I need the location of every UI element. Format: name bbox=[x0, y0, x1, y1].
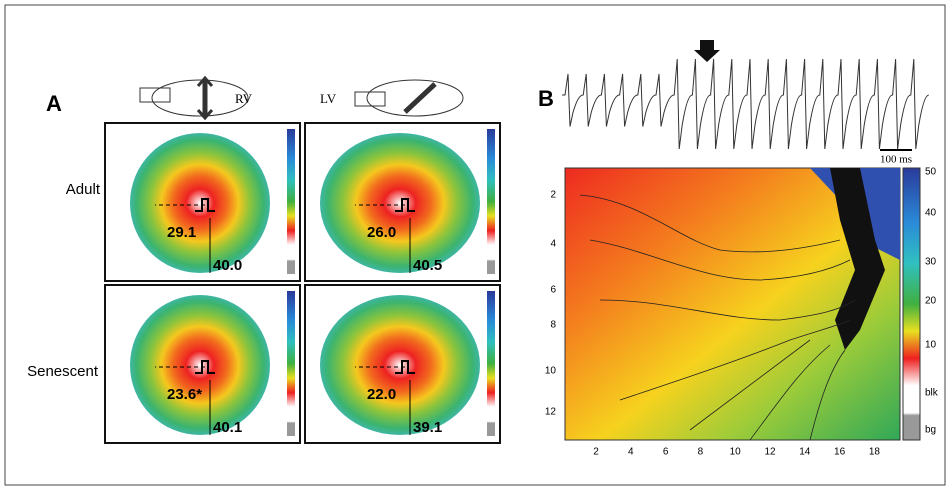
arrow bbox=[694, 40, 720, 62]
row-label: Adult bbox=[66, 181, 101, 198]
row-label: Senescent bbox=[27, 363, 99, 380]
x-tick-label: 10 bbox=[730, 447, 742, 458]
colorbar-label: bg bbox=[925, 425, 936, 436]
colorbar bbox=[487, 129, 495, 274]
activation-map bbox=[320, 133, 480, 273]
activation-map bbox=[130, 295, 270, 435]
heart-icon bbox=[139, 75, 464, 121]
value-label: 40.0 bbox=[213, 257, 242, 274]
value-label: 26.0 bbox=[367, 224, 396, 241]
colorbar bbox=[287, 291, 295, 436]
x-tick-label: 6 bbox=[663, 447, 669, 458]
value-label: 40.1 bbox=[213, 419, 242, 436]
value-label: 23.6* bbox=[167, 386, 202, 403]
value-label: 29.1 bbox=[167, 224, 196, 241]
colorbar bbox=[902, 167, 921, 441]
panel-label: A bbox=[46, 91, 62, 116]
x-tick-label: 8 bbox=[698, 447, 704, 458]
x-tick-label: 2 bbox=[593, 447, 599, 458]
colorbar bbox=[487, 291, 495, 436]
y-tick-label: 4 bbox=[550, 239, 556, 250]
activation-map bbox=[320, 295, 480, 435]
value-label: 22.0 bbox=[367, 386, 396, 403]
pacing-symbol bbox=[195, 360, 215, 374]
pacing-symbol bbox=[395, 198, 415, 212]
conduction-block bbox=[830, 168, 885, 350]
view-label: RV bbox=[235, 91, 253, 106]
x-tick-label: 4 bbox=[628, 447, 634, 458]
colorbar-label: 50 bbox=[925, 167, 937, 178]
x-tick-label: 18 bbox=[869, 447, 881, 458]
colorbar-label: 40 bbox=[925, 208, 937, 219]
colorbar-label: 10 bbox=[925, 340, 937, 351]
colorbar-label: blk bbox=[925, 388, 939, 399]
scale-label: 100 ms bbox=[880, 154, 912, 166]
frame bbox=[4, 4, 946, 486]
y-tick-label: 6 bbox=[550, 285, 556, 296]
view-label: LV bbox=[320, 91, 337, 106]
value-label: 40.5 bbox=[413, 257, 442, 274]
pacing-symbol bbox=[395, 360, 415, 374]
colorbar bbox=[287, 129, 295, 274]
x-tick-label: 16 bbox=[834, 447, 846, 458]
colorbar-label: 20 bbox=[925, 296, 937, 307]
y-tick-label: 12 bbox=[545, 407, 557, 418]
y-tick-label: 8 bbox=[550, 320, 556, 331]
y-tick-label: 2 bbox=[550, 190, 556, 201]
contours bbox=[579, 194, 856, 441]
colorbar-label: 30 bbox=[925, 257, 937, 268]
ecg-trace bbox=[562, 58, 929, 150]
panel-label: B bbox=[538, 86, 554, 111]
x-tick-label: 14 bbox=[799, 447, 811, 458]
value-label: 39.1 bbox=[413, 419, 442, 436]
pacing-symbol bbox=[195, 198, 215, 212]
activation-map bbox=[130, 133, 270, 273]
y-tick-label: 10 bbox=[545, 366, 557, 377]
x-tick-label: 12 bbox=[764, 447, 776, 458]
